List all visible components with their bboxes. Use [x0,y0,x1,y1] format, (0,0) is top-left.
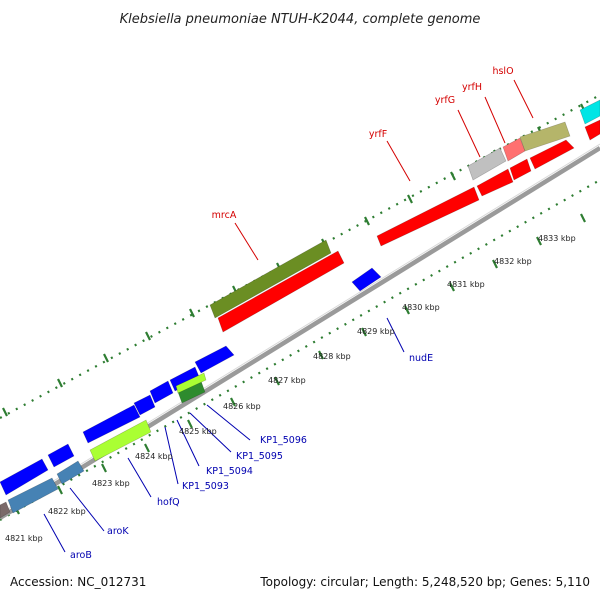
tick-label: 4825 kbp [179,427,217,436]
major-tick [230,397,236,407]
gene-feature-red-4[interactable] [529,139,575,170]
tick-label: 4822 kbp [48,507,86,516]
gene-labels: mrcA yrfF yrfG yrfH hslO nudE KP1_5096 KP1_5095… [70,66,514,561]
accession-text: Accession: NC_012731 [10,575,146,589]
gene-feature-yrfG[interactable] [467,147,507,181]
tick-label: 4826 kbp [223,402,261,411]
gene-feature-edge[interactable] [0,501,11,519]
gene-label-yrfH[interactable]: yrfH [462,82,482,93]
inner-tick-track [0,179,600,521]
label-leader-line [206,404,251,441]
tick-label: 4833 kbp [538,234,576,243]
major-tick [449,282,455,292]
tick-label: 4823 kbp [92,479,130,488]
gene-label-yrfF[interactable]: yrfF [369,129,387,140]
tick-label: 4830 kbp [402,303,440,312]
major-tick [145,331,151,341]
gene-feature-blue-4[interactable] [194,345,235,374]
label-leader-line [386,317,405,353]
label-leader-line [484,96,506,144]
major-tick [536,236,542,246]
major-tick [2,407,8,417]
major-tick [103,353,109,363]
gene-label-mrcA[interactable]: mrcA [212,210,237,221]
tick-label: 4828 kbp [313,352,351,361]
major-tick [404,305,410,315]
gene-feature-aroK[interactable] [7,477,59,514]
label-leader-line [234,222,259,261]
label-leader-line [176,419,200,467]
gene-feature-red-5[interactable] [584,119,600,141]
major-tick [187,419,193,429]
gene-feature-red-1[interactable] [217,250,345,333]
major-tick [492,259,498,269]
inner-major-ticks [14,213,586,515]
gene-feature-hofQ[interactable] [89,419,152,462]
tick-labels: 4821 kbp 4822 kbp 4823 kbp 4824 kbp 4825 kbp… [5,234,576,543]
major-tick [407,194,413,204]
gene-feature-red-3[interactable] [509,158,532,181]
gene-label-KP1_5095[interactable]: KP1_5095 [236,451,283,462]
gene-feature-yrfF[interactable] [376,186,480,247]
tick-label: 4821 kbp [5,534,43,543]
tick-label: 4829 kbp [357,327,395,336]
gene-feature-blue-2[interactable] [47,443,75,468]
gene-label-KP1_5094[interactable]: KP1_5094 [206,466,253,477]
label-leaders [43,79,534,553]
label-leader-line [189,412,232,453]
gene-label-yrfG[interactable]: yrfG [435,95,455,106]
major-tick [57,378,63,388]
gene-feature-mrcA[interactable] [209,239,332,319]
major-tick [580,213,586,223]
gene-feature-red-2[interactable] [476,168,514,197]
major-tick [274,376,280,386]
major-tick [101,463,107,473]
gene-feature-cyan[interactable] [579,99,600,125]
label-leader-line [457,109,481,158]
major-tick [361,327,367,337]
tick-label: 4824 kbp [135,452,173,461]
gene-feature-KP1_5094[interactable] [149,380,174,404]
gene-label-hslO[interactable]: hslO [492,66,513,77]
label-leader-line [164,426,179,485]
genome-backbone [0,146,600,520]
label-leader-line [127,457,152,498]
tick-label: 4831 kbp [447,280,485,289]
major-tick [364,216,370,226]
major-tick [450,171,456,181]
gene-features [0,99,600,519]
major-tick [318,350,324,360]
gene-feature-blue-1[interactable] [0,458,49,496]
genome-backbone-highlight [0,143,600,515]
label-leader-line [386,140,411,182]
tick-label: 4827 kbp [268,376,306,385]
gene-feature-blue-3[interactable] [133,394,156,416]
genome-summary-text: Topology: circular; Length: 5,248,520 bp… [259,575,590,589]
gene-label-nudE[interactable]: nudE [409,353,433,364]
major-tick [144,443,150,453]
map-title: Klebsiella pneumoniae NTUH-K2044, comple… [120,12,481,27]
gene-feature-hslO[interactable] [519,121,571,152]
tick-label: 4832 kbp [494,257,532,266]
gene-label-hofQ[interactable]: hofQ [157,497,180,508]
gene-feature-lime-small[interactable] [175,372,207,394]
gene-feature-KP1_5095[interactable] [82,404,141,444]
gene-label-aroB[interactable]: aroB [70,550,92,561]
gene-feature-aroB[interactable] [56,460,85,485]
gene-label-aroK[interactable]: aroK [107,526,129,537]
major-tick [57,485,63,495]
gene-label-KP1_5096[interactable]: KP1_5096 [260,435,307,446]
gene-feature-nudE[interactable] [351,267,382,292]
label-leader-line [43,513,66,553]
major-tick [189,308,195,318]
gene-label-KP1_5093[interactable]: KP1_5093 [182,481,229,492]
label-leader-line [513,79,534,119]
label-leader-line [69,487,105,532]
